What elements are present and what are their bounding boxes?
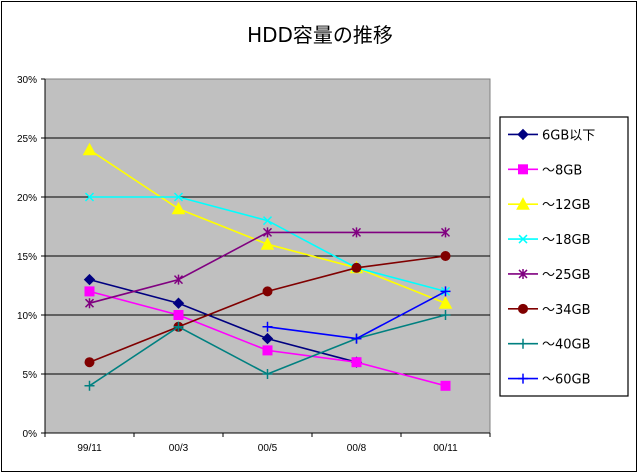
legend-label: 6GB以下 [542, 128, 595, 143]
data-point [173, 274, 184, 285]
plot-area: 0% 5% 10% 15% 20% 25% 30% 99/11 00/3 00/5 00/8 00/1… [17, 75, 491, 454]
x-tick-label: 99/11 [77, 443, 102, 454]
legend-item: ～12GB [508, 197, 591, 213]
x-tick-label: 00/11 [433, 443, 458, 454]
data-point [83, 273, 96, 286]
data-point [440, 227, 451, 238]
data-point [84, 380, 95, 391]
data-point [438, 296, 453, 309]
data-point [173, 321, 184, 332]
series-2 [84, 286, 451, 391]
data-point [262, 286, 273, 297]
data-point [84, 298, 95, 309]
data-point [82, 142, 97, 156]
y-tick-label: 5% [23, 370, 38, 381]
legend-label: ～34GB [542, 303, 591, 318]
legend-label: ～18GB [542, 233, 591, 248]
data-point [440, 380, 451, 391]
y-tick-label: 30% [17, 75, 37, 86]
data-point [440, 310, 451, 320]
legend-label: ～12GB [542, 198, 591, 213]
data-point [262, 345, 273, 356]
legend-item: ～40GB [508, 338, 591, 353]
legend-marker [518, 303, 528, 314]
data-point [173, 192, 184, 202]
y-tick-label: 20% [17, 193, 37, 204]
y-tick-label: 10% [17, 311, 37, 322]
legend-box [499, 116, 629, 397]
data-point [351, 227, 362, 238]
y-tick-label: 25% [17, 134, 37, 145]
legend: 6GB以下 ～8GB ～12GB ～18GB ～25GB ～34GB ～40GB ～60GB [499, 116, 629, 397]
legend-item: 6GB以下 [508, 128, 595, 143]
legend-marker [518, 164, 528, 175]
data-point [440, 251, 451, 261]
data-point [84, 357, 95, 368]
legend-item: ～34GB [508, 303, 591, 318]
legend-marker [517, 128, 529, 141]
data-point [351, 357, 362, 368]
legend-marker [518, 338, 528, 349]
legend-marker [516, 197, 530, 210]
data-point [84, 286, 95, 297]
data-point [262, 227, 273, 238]
x-tick-label: 00/3 [169, 443, 189, 454]
chart-title: HDD容量の推移 [247, 23, 393, 47]
legend-label: ～40GB [542, 338, 591, 353]
legend-item: ～60GB [508, 373, 591, 388]
legend-marker [518, 268, 528, 279]
y-tick-label: 15% [17, 252, 37, 263]
data-point [172, 297, 185, 309]
data-point [260, 237, 275, 250]
data-point [440, 286, 451, 297]
legend-label: ～8GB [542, 163, 582, 178]
legend-item: ～25GB [508, 268, 591, 283]
series-8 [262, 286, 451, 344]
data-point [262, 321, 273, 332]
data-point [173, 310, 184, 320]
legend-label: ～25GB [542, 268, 591, 283]
legend-marker [518, 373, 528, 384]
legend-item: ～8GB [508, 163, 582, 178]
y-tick-label: 0% [23, 429, 38, 440]
data-point [351, 333, 362, 344]
x-tick-label: 00/5 [258, 443, 278, 454]
legend-marker [518, 234, 528, 244]
x-tick-label: 00/8 [347, 443, 367, 454]
data-point [171, 201, 186, 215]
legend-label: ～60GB [542, 373, 591, 388]
data-point [351, 262, 362, 273]
data-point [262, 216, 273, 226]
series-5 [84, 227, 451, 309]
data-point [84, 192, 95, 202]
data-point [261, 332, 274, 345]
data-point [262, 369, 273, 379]
legend-item: ～18GB [508, 233, 591, 248]
